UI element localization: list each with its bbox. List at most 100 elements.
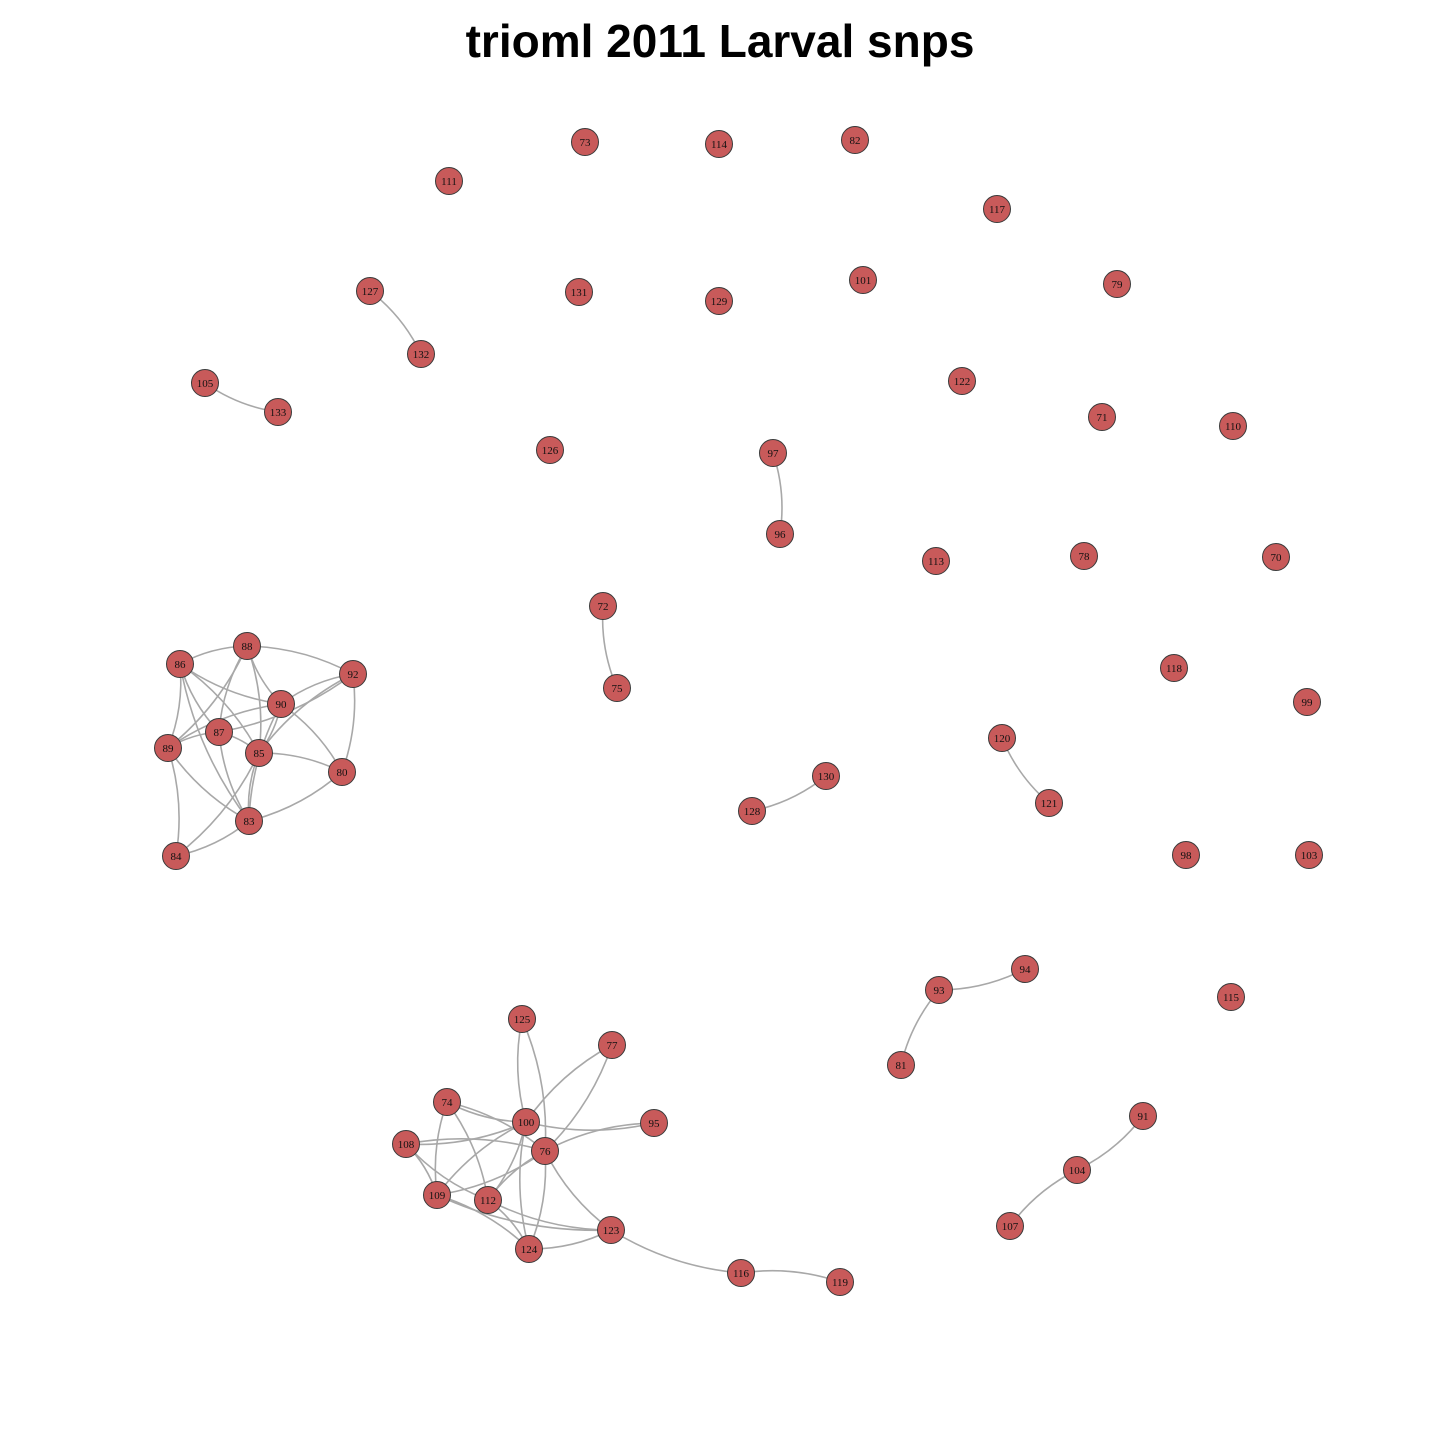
node-circle <box>1293 688 1321 716</box>
edge-89-84 <box>167 747 180 857</box>
node-label: 83 <box>244 816 256 828</box>
node-100: 100 <box>512 1108 540 1136</box>
node-73: 73 <box>571 128 599 156</box>
node-label: 99 <box>1302 697 1314 709</box>
node-circle <box>571 128 599 156</box>
edge-77-76 <box>544 1044 613 1152</box>
node-130: 130 <box>812 762 840 790</box>
node-label: 127 <box>362 286 379 298</box>
node-117: 117 <box>983 195 1011 223</box>
edge-109-123 <box>436 1194 612 1232</box>
node-label: 112 <box>480 1195 496 1207</box>
node-circle <box>996 1212 1024 1240</box>
node-127: 127 <box>356 277 384 305</box>
node-label: 79 <box>1112 279 1124 291</box>
edge-89-83 <box>167 747 250 822</box>
node-120: 120 <box>988 724 1016 752</box>
edge-76-123 <box>544 1150 612 1231</box>
node-circle <box>245 739 273 767</box>
node-circle <box>407 340 435 368</box>
node-circle <box>1172 841 1200 869</box>
edge-83-80 <box>248 771 343 822</box>
node-label: 80 <box>337 767 349 779</box>
node-circle <box>1088 403 1116 431</box>
edge-76-124 <box>528 1150 547 1250</box>
node-label: 123 <box>603 1225 620 1237</box>
node-circle <box>887 1051 915 1079</box>
node-122: 122 <box>948 367 976 395</box>
node-112: 112 <box>474 1186 502 1214</box>
node-circle <box>512 1108 540 1136</box>
node-label: 105 <box>197 378 214 390</box>
node-circle <box>640 1109 668 1137</box>
node-90: 90 <box>267 690 295 718</box>
node-circle <box>264 398 292 426</box>
node-circle <box>166 650 194 678</box>
node-label: 124 <box>521 1244 538 1256</box>
node-label: 76 <box>540 1146 552 1158</box>
node-121: 121 <box>1035 789 1063 817</box>
node-circle <box>705 287 733 315</box>
node-circle <box>922 547 950 575</box>
node-label: 96 <box>775 529 787 541</box>
node-circle <box>766 520 794 548</box>
node-circle <box>433 1088 461 1116</box>
node-82: 82 <box>841 126 869 154</box>
edge-87-83 <box>218 731 250 822</box>
edge-88-89 <box>167 645 248 749</box>
node-label: 95 <box>649 1118 661 1130</box>
node-label: 82 <box>850 135 861 147</box>
node-circle <box>191 369 219 397</box>
node-label: 133 <box>270 407 287 419</box>
node-109: 109 <box>423 1181 451 1209</box>
node-circle <box>759 439 787 467</box>
node-circle <box>423 1181 451 1209</box>
node-label: 90 <box>276 699 288 711</box>
node-74: 74 <box>433 1088 461 1116</box>
node-128: 128 <box>738 797 766 825</box>
node-circle <box>849 266 877 294</box>
node-123: 123 <box>597 1216 625 1244</box>
node-label: 89 <box>163 743 175 755</box>
node-label: 113 <box>928 556 945 568</box>
node-97: 97 <box>759 439 787 467</box>
node-layer: 73 114 82 111 117 127 131 129 101 79 132 105 133 122 7… <box>154 126 1323 1296</box>
node-label: 111 <box>441 176 457 188</box>
edge-85-84 <box>175 752 260 857</box>
edge-86-90 <box>179 663 282 705</box>
node-label: 98 <box>1181 850 1193 862</box>
node-110: 110 <box>1219 412 1247 440</box>
node-circle <box>435 167 463 195</box>
node-label: 120 <box>994 733 1011 745</box>
node-89: 89 <box>154 734 182 762</box>
node-label: 122 <box>954 376 971 388</box>
edge-86-83 <box>179 663 250 822</box>
node-125: 125 <box>508 1005 536 1033</box>
node-78: 78 <box>1070 542 1098 570</box>
edge-116-119 <box>740 1269 841 1283</box>
node-label: 92 <box>348 669 359 681</box>
node-label: 108 <box>398 1139 415 1151</box>
node-circle <box>515 1235 543 1263</box>
node-label: 119 <box>832 1277 849 1289</box>
node-126: 126 <box>536 436 564 464</box>
node-131: 131 <box>565 278 593 306</box>
node-circle <box>392 1130 420 1158</box>
node-label: 77 <box>607 1040 619 1052</box>
node-132: 132 <box>407 340 435 368</box>
node-111: 111 <box>435 167 463 195</box>
node-114: 114 <box>705 130 733 158</box>
node-label: 81 <box>896 1060 907 1072</box>
node-circle <box>235 807 263 835</box>
node-label: 131 <box>571 287 588 299</box>
node-133: 133 <box>264 398 292 426</box>
node-label: 100 <box>518 1117 535 1129</box>
node-label: 128 <box>744 806 761 818</box>
node-91: 91 <box>1129 1102 1157 1130</box>
node-94: 94 <box>1011 955 1039 983</box>
node-circle <box>1035 789 1063 817</box>
node-label: 109 <box>429 1190 446 1202</box>
node-86: 86 <box>166 650 194 678</box>
node-label: 94 <box>1020 964 1032 976</box>
node-label: 91 <box>1138 1111 1149 1123</box>
